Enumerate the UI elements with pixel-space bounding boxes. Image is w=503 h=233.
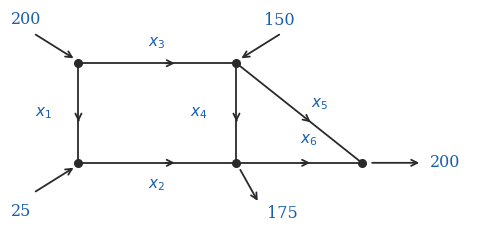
Text: $x_4$: $x_4$ <box>190 105 208 121</box>
Text: $x_5$: $x_5$ <box>311 96 328 112</box>
Text: 25: 25 <box>11 203 31 220</box>
Text: $x_1$: $x_1$ <box>35 105 52 121</box>
Text: 150: 150 <box>264 12 295 29</box>
Text: $x_2$: $x_2$ <box>148 177 165 193</box>
Text: 200: 200 <box>11 11 41 28</box>
Text: 200: 200 <box>430 154 460 171</box>
Text: $x_3$: $x_3$ <box>147 36 165 51</box>
Text: $x_6$: $x_6$ <box>300 132 318 147</box>
Text: 175: 175 <box>267 205 297 222</box>
